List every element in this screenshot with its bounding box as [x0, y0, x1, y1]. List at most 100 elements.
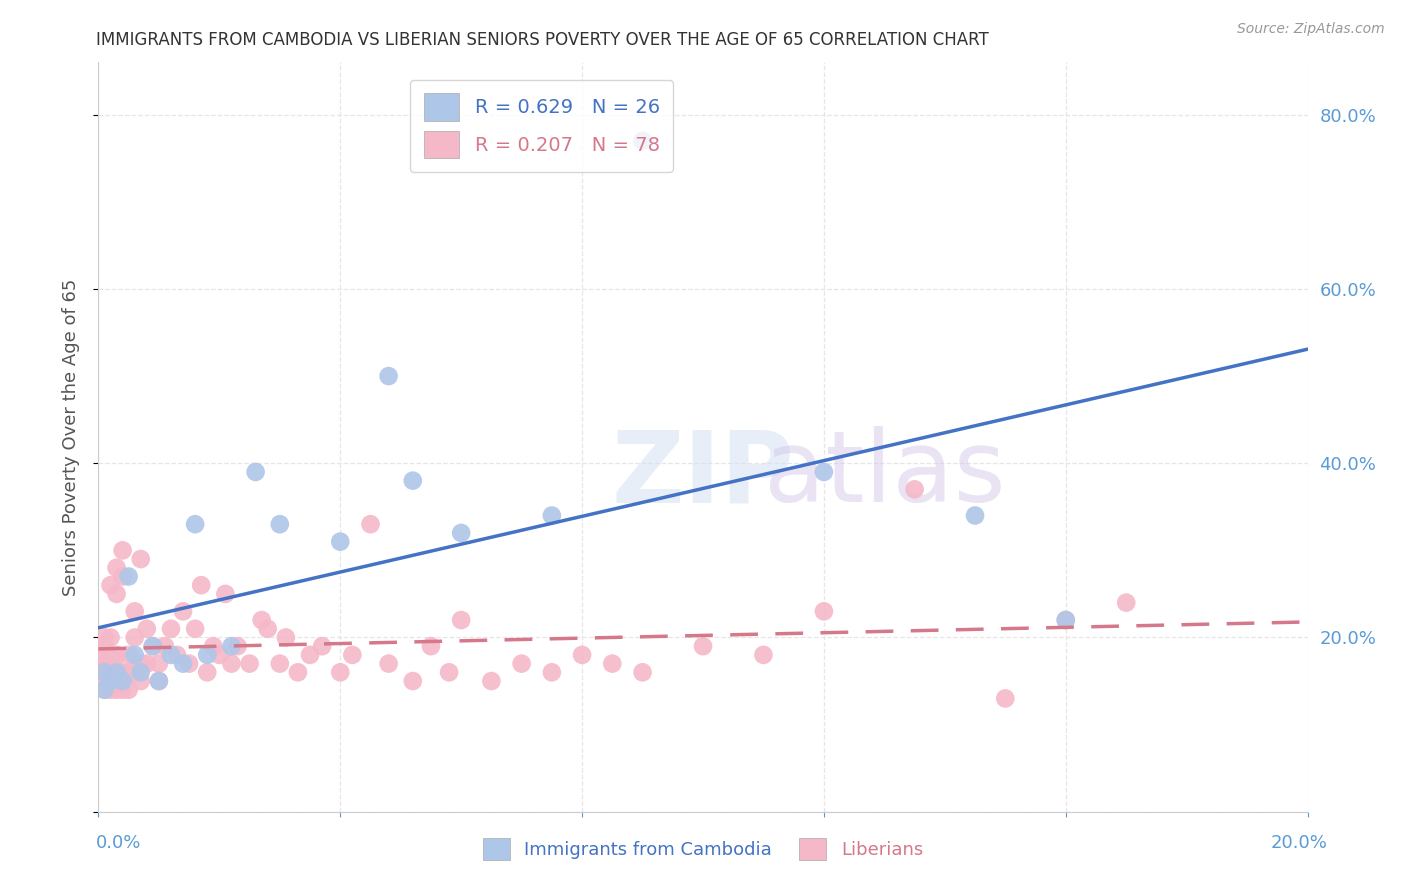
Point — [631, 134, 654, 148]
Point — [420, 639, 443, 653]
Point — [377, 657, 399, 671]
Point — [329, 534, 352, 549]
Text: atlas: atlas — [763, 426, 1005, 523]
Point — [311, 639, 333, 653]
Point — [342, 648, 364, 662]
Point — [93, 682, 115, 697]
Point — [100, 631, 122, 645]
Point — [269, 517, 291, 532]
Point — [93, 682, 115, 697]
Point — [184, 517, 207, 532]
Point — [118, 682, 141, 697]
Point — [172, 604, 194, 618]
Point — [93, 648, 115, 662]
Point — [111, 682, 134, 697]
Point — [118, 665, 141, 680]
Point — [100, 682, 122, 697]
Point — [124, 631, 146, 645]
Point — [360, 517, 382, 532]
Text: 0.0%: 0.0% — [96, 834, 141, 852]
Point — [103, 657, 125, 671]
Point — [105, 682, 128, 697]
Point — [100, 673, 122, 688]
Point — [481, 673, 503, 688]
Point — [202, 639, 225, 653]
Point — [602, 657, 624, 671]
Point — [190, 578, 212, 592]
Point — [274, 631, 297, 645]
Point — [124, 604, 146, 618]
Point — [129, 673, 152, 688]
Point — [142, 639, 165, 653]
Point — [105, 665, 128, 680]
Point — [631, 665, 654, 680]
Point — [93, 657, 115, 671]
Point — [100, 648, 122, 662]
Point — [148, 673, 170, 688]
Point — [179, 657, 201, 671]
Point — [1115, 596, 1137, 610]
Point — [124, 665, 146, 680]
Point — [214, 587, 236, 601]
Point — [287, 665, 309, 680]
Point — [129, 657, 152, 671]
Point — [299, 648, 322, 662]
Point — [160, 622, 183, 636]
Point — [1054, 613, 1077, 627]
Point — [510, 657, 533, 671]
Point — [752, 648, 775, 662]
Point — [111, 665, 134, 680]
Text: ZIP: ZIP — [612, 426, 794, 523]
Point — [571, 648, 593, 662]
Point — [208, 648, 231, 662]
Point — [90, 665, 112, 680]
Point — [118, 648, 141, 662]
Point — [221, 639, 243, 653]
Point — [184, 622, 207, 636]
Point — [437, 665, 460, 680]
Point — [329, 665, 352, 680]
Legend: Immigrants from Cambodia, Liberians: Immigrants from Cambodia, Liberians — [475, 830, 931, 867]
Point — [96, 673, 118, 688]
Point — [239, 657, 262, 671]
Point — [111, 569, 134, 583]
Point — [269, 657, 291, 671]
Point — [129, 665, 152, 680]
Text: IMMIGRANTS FROM CAMBODIA VS LIBERIAN SENIORS POVERTY OVER THE AGE OF 65 CORRELAT: IMMIGRANTS FROM CAMBODIA VS LIBERIAN SEN… — [96, 31, 988, 49]
Point — [135, 657, 157, 671]
Point — [142, 639, 165, 653]
Point — [93, 639, 115, 653]
Point — [965, 508, 987, 523]
Point — [813, 604, 835, 618]
Text: Source: ZipAtlas.com: Source: ZipAtlas.com — [1237, 22, 1385, 37]
Point — [540, 665, 562, 680]
Point — [93, 665, 115, 680]
Point — [118, 569, 141, 583]
Point — [166, 648, 188, 662]
Point — [221, 657, 243, 671]
Point — [160, 648, 183, 662]
Legend: R = 0.629   N = 26, R = 0.207   N = 78: R = 0.629 N = 26, R = 0.207 N = 78 — [411, 79, 673, 171]
Point — [153, 639, 176, 653]
Point — [226, 639, 249, 653]
Point — [195, 648, 218, 662]
Point — [105, 648, 128, 662]
Point — [100, 578, 122, 592]
Point — [124, 648, 146, 662]
Point — [450, 525, 472, 540]
Point — [172, 657, 194, 671]
Point — [105, 665, 128, 680]
Point — [195, 665, 218, 680]
Point — [402, 474, 425, 488]
Point — [994, 691, 1017, 706]
Point — [377, 369, 399, 384]
Point — [111, 543, 134, 558]
Point — [148, 673, 170, 688]
Point — [1054, 613, 1077, 627]
Point — [450, 613, 472, 627]
Point — [692, 639, 714, 653]
Point — [100, 665, 122, 680]
Point — [813, 465, 835, 479]
Point — [105, 561, 128, 575]
Point — [904, 483, 927, 497]
